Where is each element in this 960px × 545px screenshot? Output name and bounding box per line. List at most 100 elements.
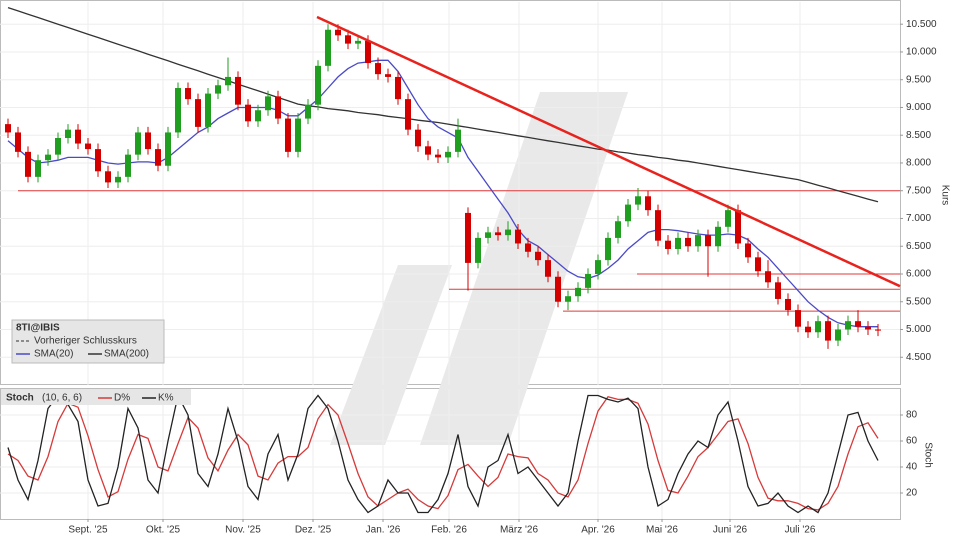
candle-body	[315, 65, 321, 105]
candle-body	[715, 226, 721, 247]
legend-label: SMA(20)	[34, 349, 73, 360]
candle-body	[25, 151, 31, 177]
candle-body	[645, 196, 651, 211]
y-tick-label: 10.000	[906, 47, 937, 58]
candle-body	[485, 232, 491, 238]
y-tick-label: 9.000	[906, 102, 931, 113]
candle-body	[255, 110, 261, 122]
y-tick-label: 4.500	[906, 352, 931, 363]
candle-body	[875, 329, 881, 331]
candle-body	[285, 118, 291, 152]
candle-body	[275, 96, 281, 119]
candle-body	[795, 310, 801, 327]
candle-body	[335, 29, 341, 36]
legend-label: D%	[114, 393, 130, 404]
candle-body	[55, 137, 61, 155]
y-tick-label: 5.000	[906, 324, 931, 335]
candle-body	[785, 298, 791, 311]
candle-body	[185, 88, 191, 100]
candle-body	[325, 29, 331, 66]
candle-body	[225, 76, 231, 86]
candle-body	[615, 221, 621, 238]
candle-body	[525, 243, 531, 252]
candle-body	[415, 129, 421, 147]
candle-body	[765, 271, 771, 283]
candle-body	[515, 229, 521, 244]
legend-box	[11, 319, 165, 364]
candle-body	[45, 154, 51, 161]
watermark-bar	[330, 265, 452, 445]
x-tick-label: Nov. '25	[225, 525, 261, 536]
candle-body	[15, 132, 21, 152]
candle-body	[125, 154, 131, 177]
candle-body	[655, 210, 661, 241]
x-tick-label: Sept. '25	[68, 525, 108, 536]
candle-body	[175, 88, 181, 133]
candle-body	[815, 321, 821, 333]
candle-body	[85, 143, 91, 150]
candle-body	[135, 132, 141, 155]
candle-body	[745, 243, 751, 258]
candle-body	[535, 251, 541, 261]
legend-label: K%	[158, 393, 174, 404]
x-tick-label: Mai '26	[646, 525, 678, 536]
x-tick-label: Juli '26	[785, 525, 816, 536]
candle-body	[665, 240, 671, 250]
candle-body	[545, 260, 551, 277]
candle-body	[265, 96, 271, 111]
legend-label: SMA(200)	[104, 349, 149, 360]
candle-body	[295, 118, 301, 152]
y-tick-label: 40	[906, 462, 918, 473]
candle-body	[825, 321, 831, 341]
candle-body	[215, 85, 221, 94]
candle-body	[205, 93, 211, 127]
candle-body	[345, 35, 351, 44]
x-tick-label: Okt. '25	[146, 525, 181, 536]
candle-body	[495, 232, 501, 236]
stoch-header	[1, 389, 191, 405]
candle-body	[385, 74, 391, 77]
candle-body	[775, 282, 781, 299]
y-tick-label: 80	[906, 410, 918, 421]
candle-body	[235, 76, 241, 105]
candle-body	[455, 129, 461, 152]
series-line	[7, 59, 878, 328]
y-tick-label: 7.500	[906, 185, 931, 196]
candle-body	[475, 237, 481, 263]
candle-body	[725, 210, 731, 227]
candle-body	[735, 210, 741, 244]
y-tick-label: 8.000	[906, 158, 931, 169]
candle-body	[5, 124, 11, 133]
y-tick-label: 6.500	[906, 241, 931, 252]
candle-body	[705, 235, 711, 247]
candle-body	[145, 132, 151, 150]
candle-body	[445, 151, 451, 158]
y-tick-label: 20	[906, 488, 918, 499]
stoch-legend: Stoch (10, 6, 6) D% K%	[1, 389, 191, 405]
candle-body	[585, 273, 591, 288]
y-tick-label: 9.500	[906, 74, 931, 85]
marks	[5, 6, 901, 514]
x-tick-label: März '26	[500, 525, 538, 536]
stoch-params: (10, 6, 6)	[42, 393, 82, 404]
candle-body	[845, 321, 851, 330]
candle-body	[855, 321, 861, 327]
candle-body	[365, 40, 371, 64]
candle-body	[865, 326, 871, 330]
candle-body	[435, 154, 441, 158]
candle-body	[605, 237, 611, 261]
candle-body	[565, 296, 571, 302]
legend-label: Vorheriger Schlusskurs	[34, 336, 137, 347]
candle-body	[555, 276, 561, 302]
candle-body	[355, 40, 361, 44]
candle-body	[675, 237, 681, 250]
candle-body	[195, 99, 201, 127]
instrument-label: 8TI@IBIS	[16, 323, 60, 334]
candle-body	[75, 129, 81, 144]
candle-body	[405, 99, 411, 130]
series-line	[7, 393, 879, 514]
y-tick-label: 60	[906, 436, 918, 447]
x-tick-label: Dez. '25	[295, 525, 332, 536]
candle-body	[155, 149, 161, 166]
y-axis-title: Kurs	[939, 185, 950, 206]
